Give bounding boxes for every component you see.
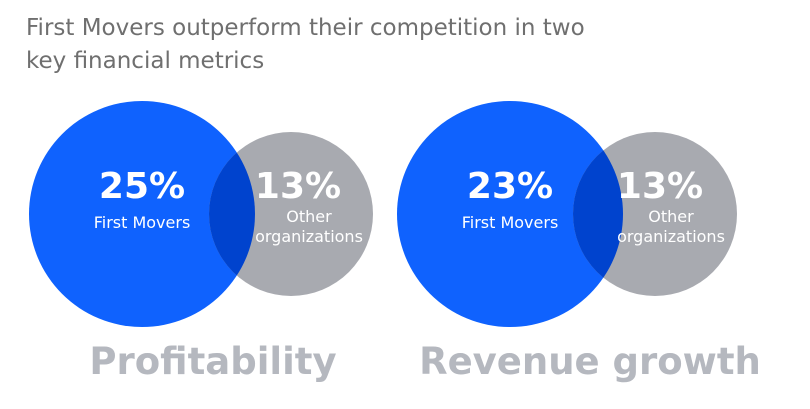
- first-movers-value-revenue-growth: 23%: [467, 166, 553, 207]
- metric-title-profitability: Profitability: [89, 340, 336, 383]
- first-movers-circle-revenue-growth: [397, 101, 623, 327]
- first-movers-value-profitability: 25%: [99, 166, 185, 207]
- other-organizations-circle-profitability: [209, 132, 373, 296]
- other-organizations-label-revenue-growth: Other organizations: [617, 207, 725, 246]
- other-organizations-label-profitability: Other organizations: [255, 207, 363, 246]
- chart-headline: First Movers outperform their competitio…: [26, 15, 585, 74]
- venn-profitability: 25% First Movers 13% Other organizations …: [29, 101, 373, 383]
- first-movers-label-revenue-growth: First Movers: [462, 213, 559, 232]
- first-movers-label-profitability: First Movers: [94, 213, 191, 232]
- metric-title-revenue-growth: Revenue growth: [419, 340, 761, 383]
- first-movers-circle-profitability: [29, 101, 255, 327]
- other-organizations-value-revenue-growth: 13%: [617, 166, 703, 207]
- overlap-region-revenue-growth: [573, 132, 623, 296]
- venn-revenue-growth: 23% First Movers 13% Other organizations …: [397, 101, 761, 383]
- other-organizations-value-profitability: 13%: [255, 166, 341, 207]
